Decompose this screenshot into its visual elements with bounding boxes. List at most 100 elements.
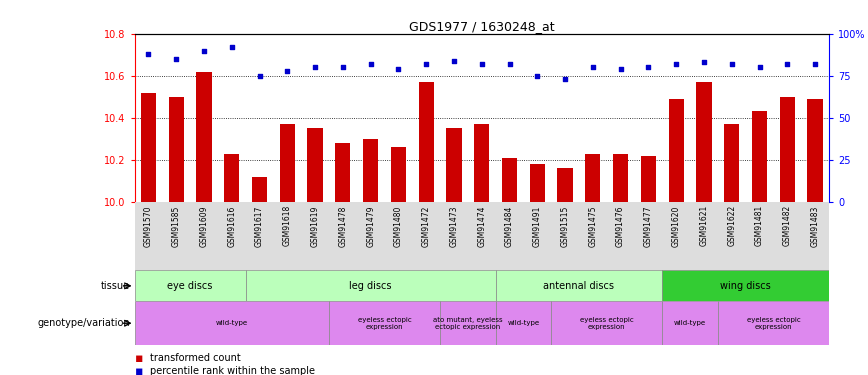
Point bbox=[697, 59, 711, 65]
Bar bbox=[246, 270, 496, 302]
Text: wild-type: wild-type bbox=[215, 320, 248, 326]
Bar bbox=[168, 97, 184, 202]
Point bbox=[530, 73, 544, 79]
Bar bbox=[662, 302, 718, 345]
Text: GSM91482: GSM91482 bbox=[783, 205, 792, 246]
Text: GSM91491: GSM91491 bbox=[533, 205, 542, 247]
Point bbox=[808, 61, 822, 67]
Point bbox=[641, 64, 655, 70]
Point bbox=[558, 76, 572, 82]
Bar bbox=[279, 124, 295, 202]
Text: genotype/variation: genotype/variation bbox=[37, 318, 130, 328]
Text: GSM91620: GSM91620 bbox=[672, 205, 681, 247]
Text: GSM91472: GSM91472 bbox=[422, 205, 431, 247]
Bar bbox=[135, 270, 246, 302]
Text: GSM91483: GSM91483 bbox=[811, 205, 819, 247]
Bar bbox=[496, 270, 662, 302]
Text: eyeless ectopic
expression: eyeless ectopic expression bbox=[580, 317, 634, 330]
Text: GSM91476: GSM91476 bbox=[616, 205, 625, 247]
Text: GSM91481: GSM91481 bbox=[755, 205, 764, 246]
Point bbox=[280, 68, 294, 74]
Point bbox=[725, 61, 739, 67]
Text: GSM91475: GSM91475 bbox=[589, 205, 597, 247]
Text: GSM91478: GSM91478 bbox=[339, 205, 347, 247]
Point bbox=[503, 61, 516, 67]
Text: GSM91570: GSM91570 bbox=[144, 205, 153, 247]
Text: wild-type: wild-type bbox=[674, 320, 707, 326]
Text: eye discs: eye discs bbox=[168, 281, 213, 291]
Bar bbox=[557, 168, 573, 202]
Bar bbox=[496, 302, 551, 345]
Bar bbox=[391, 147, 406, 202]
Bar bbox=[585, 153, 601, 202]
Bar bbox=[502, 158, 517, 202]
Text: eyeless ectopic
expression: eyeless ectopic expression bbox=[358, 317, 411, 330]
Point bbox=[475, 61, 489, 67]
Bar bbox=[662, 270, 829, 302]
Text: transformed count: transformed count bbox=[150, 353, 241, 363]
Point bbox=[419, 61, 433, 67]
Bar bbox=[718, 302, 829, 345]
Point bbox=[336, 64, 350, 70]
Text: percentile rank within the sample: percentile rank within the sample bbox=[150, 366, 315, 375]
Bar bbox=[613, 153, 628, 202]
Text: wild-type: wild-type bbox=[507, 320, 540, 326]
Text: GSM91622: GSM91622 bbox=[727, 205, 736, 246]
Bar bbox=[529, 164, 545, 202]
Point bbox=[753, 64, 766, 70]
Text: ato mutant, eyeless
ectopic expression: ato mutant, eyeless ectopic expression bbox=[433, 317, 503, 330]
Point bbox=[225, 44, 239, 50]
Text: antennal discs: antennal discs bbox=[543, 281, 615, 291]
Text: GSM91585: GSM91585 bbox=[172, 205, 181, 247]
Bar bbox=[807, 99, 823, 202]
Text: wing discs: wing discs bbox=[720, 281, 771, 291]
Bar bbox=[440, 302, 496, 345]
Bar bbox=[196, 72, 212, 202]
Bar bbox=[252, 177, 267, 202]
Bar bbox=[135, 302, 329, 345]
Point bbox=[197, 48, 211, 54]
Point bbox=[308, 64, 322, 70]
Text: GSM91618: GSM91618 bbox=[283, 205, 292, 246]
Text: leg discs: leg discs bbox=[350, 281, 391, 291]
Text: ▪: ▪ bbox=[135, 365, 147, 375]
Bar bbox=[141, 93, 156, 202]
Bar bbox=[335, 143, 351, 202]
Text: ▪: ▪ bbox=[135, 352, 147, 364]
Bar bbox=[446, 128, 462, 202]
Bar bbox=[779, 97, 795, 202]
Point bbox=[253, 73, 266, 79]
Text: GSM91609: GSM91609 bbox=[200, 205, 208, 247]
Text: eyeless ectopic
expression: eyeless ectopic expression bbox=[746, 317, 800, 330]
Text: GSM91480: GSM91480 bbox=[394, 205, 403, 247]
Bar bbox=[363, 139, 378, 202]
Text: GSM91479: GSM91479 bbox=[366, 205, 375, 247]
Text: GSM91621: GSM91621 bbox=[700, 205, 708, 246]
Bar bbox=[641, 156, 656, 202]
Text: GSM91477: GSM91477 bbox=[644, 205, 653, 247]
Bar bbox=[329, 302, 440, 345]
Text: GSM91473: GSM91473 bbox=[450, 205, 458, 247]
Point bbox=[447, 58, 461, 64]
Bar bbox=[696, 82, 712, 202]
Point bbox=[780, 61, 794, 67]
Text: GSM91619: GSM91619 bbox=[311, 205, 319, 247]
Point bbox=[169, 56, 183, 62]
Text: tissue: tissue bbox=[101, 281, 130, 291]
Point bbox=[669, 61, 683, 67]
Bar bbox=[224, 153, 240, 202]
Point bbox=[586, 64, 600, 70]
Text: GSM91484: GSM91484 bbox=[505, 205, 514, 247]
Bar bbox=[418, 82, 434, 202]
Bar bbox=[752, 111, 767, 202]
Point bbox=[141, 51, 155, 57]
Text: GSM91474: GSM91474 bbox=[477, 205, 486, 247]
Point bbox=[614, 66, 628, 72]
Bar bbox=[474, 124, 490, 202]
Text: GSM91515: GSM91515 bbox=[561, 205, 569, 247]
Point bbox=[364, 61, 378, 67]
Point bbox=[391, 66, 405, 72]
Bar bbox=[551, 302, 662, 345]
Bar bbox=[307, 128, 323, 202]
Bar bbox=[724, 124, 740, 202]
